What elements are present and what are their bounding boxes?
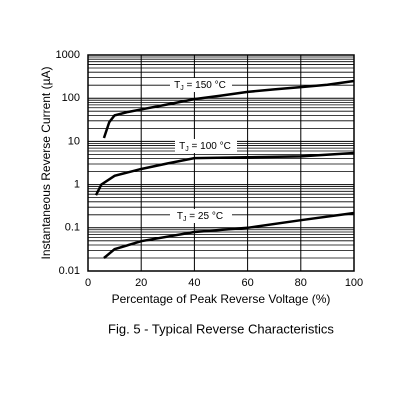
x-tick-label: 60 <box>241 277 253 289</box>
curve-label: TJ = 150 °C <box>174 80 226 92</box>
label-sub: J <box>183 216 187 223</box>
curve <box>102 79 355 139</box>
y-tick-label: 10 <box>68 135 80 147</box>
y-axis-label: Instantaneous Reverse Current (µA) <box>39 66 53 259</box>
chart-title: Fig. 5 - Typical Reverse Characteristics <box>108 321 334 336</box>
curve-label: TJ = 100 °C <box>179 141 231 153</box>
x-tick-label: 20 <box>135 277 147 289</box>
label-main: T <box>174 80 180 91</box>
y-tick-label: 0.1 <box>65 222 80 234</box>
label-background <box>170 78 232 92</box>
y-tick-label: 1 <box>74 179 80 191</box>
label-main: T <box>179 141 185 152</box>
curve <box>94 151 355 196</box>
y-tick-label: 0.01 <box>59 265 80 277</box>
plot-frame <box>87 54 355 272</box>
label-sub: J <box>185 146 189 153</box>
y-tick-label: 100 <box>62 92 80 104</box>
curve-label: TJ = 25 °C <box>177 211 223 223</box>
label-background <box>170 209 232 223</box>
x-axis-label: Percentage of Peak Reverse Voltage (%) <box>112 292 331 306</box>
y-tick-label: 1000 <box>56 49 80 61</box>
label-rest: = 100 °C <box>189 141 231 152</box>
label-main: T <box>177 211 183 222</box>
label-sub: J <box>180 85 184 92</box>
label-rest: = 25 °C <box>187 211 224 222</box>
x-tick-label: 0 <box>85 277 91 289</box>
x-tick-label: 80 <box>295 277 307 289</box>
x-tick-label: 40 <box>188 277 200 289</box>
label-rest: = 150 °C <box>184 80 226 91</box>
label-background <box>175 139 237 153</box>
x-tick-label: 100 <box>345 277 363 289</box>
curve <box>103 211 355 259</box>
